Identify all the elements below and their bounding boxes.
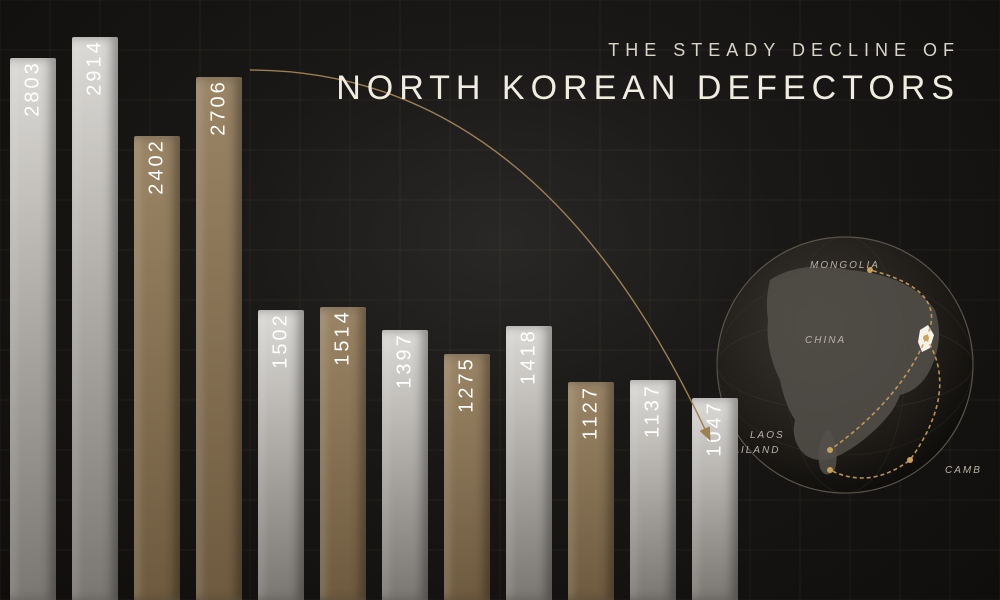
bar-value-label: 2402 <box>146 138 169 195</box>
bar: 1397 <box>382 330 428 600</box>
bar-value-label: 1514 <box>332 310 355 367</box>
bar-value-label: 1137 <box>642 383 665 438</box>
main-title: NORTH KOREAN DEFECTORS <box>336 69 960 108</box>
bar: 1418 <box>506 326 552 600</box>
title-block: THE STEADY DECLINE OF NORTH KOREAN DEFEC… <box>336 40 960 108</box>
bar-value-label: 1397 <box>394 332 417 389</box>
bar: 1137 <box>630 380 676 600</box>
bar-value-label: 1275 <box>456 356 479 413</box>
bar-value-label: 1418 <box>518 328 541 385</box>
bar-value-label: 2706 <box>208 79 231 136</box>
globe-country-label: CHINA <box>805 335 846 346</box>
bar: 1127 <box>568 382 614 600</box>
globe-country-label: CAMB <box>945 465 982 476</box>
globe-country-label: LAOS <box>750 430 785 441</box>
bar-value-label: 1502 <box>270 312 293 369</box>
bar-value-label: 1127 <box>580 385 603 440</box>
bar-value-label: 2803 <box>22 60 45 117</box>
bar: 2914 <box>72 37 118 600</box>
bar: 1275 <box>444 354 490 600</box>
subtitle: THE STEADY DECLINE OF <box>336 40 960 61</box>
bar: 1514 <box>320 307 366 600</box>
globe-country-label: MONGOLIA <box>810 260 880 271</box>
bar: 2706 <box>196 77 242 600</box>
bar-value-label: 2914 <box>84 39 107 96</box>
bar: 1047 <box>692 398 738 600</box>
bar: 1502 <box>258 310 304 600</box>
bar-value-label: 1047 <box>704 400 727 457</box>
bar: 2402 <box>134 136 180 600</box>
bar: 2803 <box>10 58 56 600</box>
route-globe: MONGOLIACHINALAOSTHAILANDCAMB <box>710 230 980 500</box>
